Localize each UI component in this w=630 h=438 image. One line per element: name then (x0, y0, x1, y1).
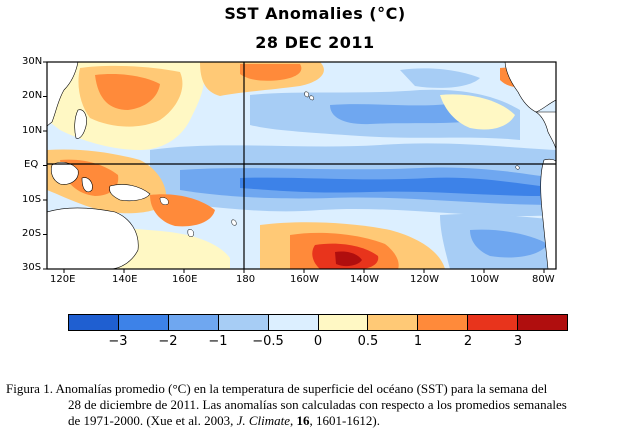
color-segment (69, 315, 119, 330)
colorbar-tick-label: 2 (463, 334, 473, 349)
colorbar-tick-label: −0.5 (252, 334, 284, 349)
land-mass (515, 165, 520, 170)
land-mass (187, 229, 194, 237)
anomaly-region (335, 251, 362, 267)
land-mass (540, 158, 556, 269)
color-segment (468, 315, 519, 330)
colorbar-tick-label: 3 (513, 334, 523, 349)
volume-number: 16 (296, 413, 310, 428)
colorbar-tick-label: −1 (208, 334, 228, 349)
color-segment (318, 315, 369, 330)
lat-label: 20N (22, 90, 43, 101)
lon-label: 120W (410, 274, 439, 285)
caption-text: , 1601-1612). (309, 413, 380, 428)
lon-label: 120E (50, 274, 76, 285)
lon-label: 80W (532, 274, 555, 285)
colorbar-tick-label: 0.5 (357, 334, 379, 349)
lat-ticks (43, 61, 47, 270)
sst-anomaly-map: 30N 20N 10N EQ 10S 20S 30S 120E 140E 160… (22, 56, 557, 285)
lon-label: 160E (172, 274, 198, 285)
lon-label: 100W (470, 274, 499, 285)
color-segment (218, 315, 269, 330)
anomaly-region (240, 177, 540, 196)
land-mass (47, 62, 79, 127)
figure-caption: Figura 1. Anomalías promedio (°C) en la … (6, 381, 626, 429)
color-segment (168, 315, 219, 330)
lat-label: 10N (22, 125, 43, 136)
land-mass (304, 91, 310, 98)
lat-label: 20S (22, 228, 42, 239)
lat-label: EQ (24, 159, 39, 170)
anomaly-region (400, 68, 480, 88)
colorbar-tick-label: −3 (108, 334, 128, 349)
land-mass (231, 219, 237, 226)
lon-label: 140E (112, 274, 138, 285)
caption-line: 28 de diciembre de 2011. Las anomalías s… (68, 397, 567, 412)
anomaly-region (95, 74, 160, 110)
map-title: SST Anomalies (°C) (224, 4, 406, 23)
color-segment (518, 315, 568, 330)
land-mass (109, 184, 151, 202)
color-scale-bar (68, 314, 568, 331)
color-segment (118, 315, 169, 330)
land-mass (504, 62, 556, 113)
lon-label: 140W (350, 274, 379, 285)
colorbar-tick-label: 1 (413, 334, 423, 349)
lon-label: 160W (290, 274, 319, 285)
color-segment (418, 315, 469, 330)
anomaly-region (440, 94, 515, 130)
lon-label: 180 (236, 274, 256, 285)
lat-label: 30N (22, 56, 43, 67)
anomaly-region (470, 229, 548, 258)
land-mass (50, 161, 79, 185)
land-mass (309, 95, 315, 101)
land-mass (47, 207, 139, 269)
land-mass (159, 197, 169, 205)
land-mass (81, 177, 93, 193)
anomaly-region (330, 104, 480, 125)
color-segment (268, 315, 319, 330)
color-segment (368, 315, 419, 330)
caption-line: Figura 1. Anomalías promedio (°C) en la … (6, 381, 548, 396)
caption-text: de 1971-2000. (Xue et al. 2003, (68, 413, 237, 428)
map-date: 28 DEC 2011 (255, 33, 375, 52)
land-mass (74, 109, 87, 139)
caption-line: de 1971-2000. (Xue et al. 2003, J. Clima… (6, 413, 626, 429)
colorbar-tick-label: 0 (313, 334, 323, 349)
journal-name: J. Climate (236, 413, 291, 428)
anomaly-region (240, 64, 302, 81)
lat-label: 10S (22, 194, 42, 205)
lat-label: 30S (22, 262, 42, 273)
colorbar-tick-label: −2 (158, 334, 178, 349)
caption-text: , (290, 413, 297, 428)
lon-ticks (63, 269, 545, 273)
